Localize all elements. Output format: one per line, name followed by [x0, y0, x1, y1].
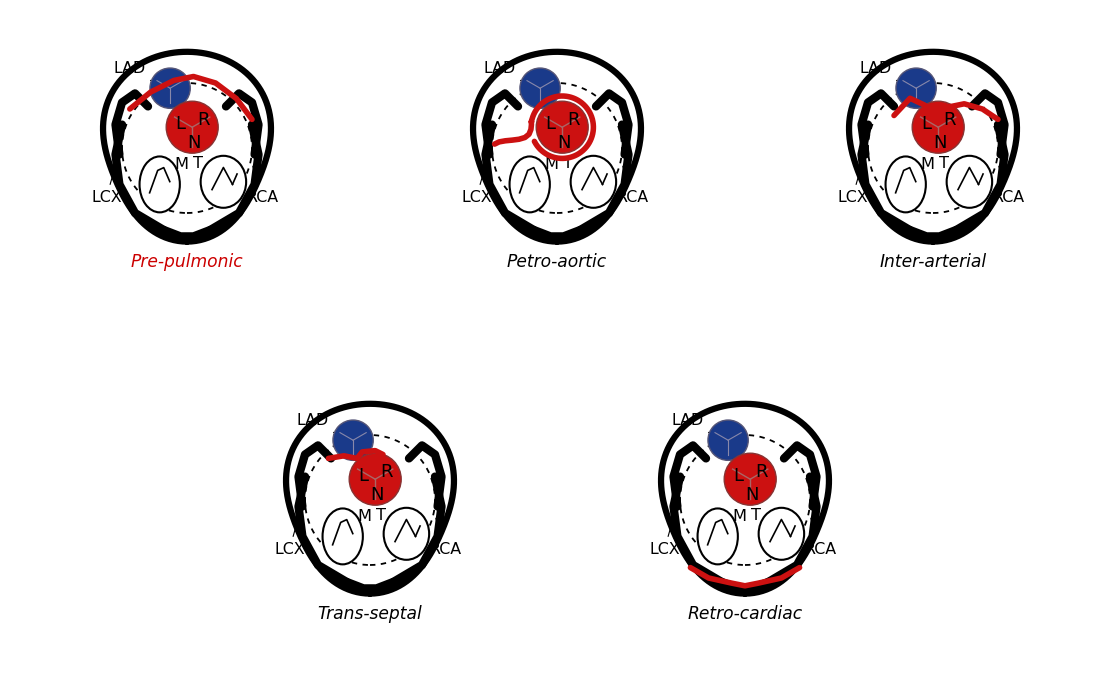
Polygon shape — [473, 52, 641, 242]
Text: N: N — [558, 134, 571, 152]
Text: T: T — [752, 508, 762, 523]
Text: R: R — [944, 111, 956, 129]
Text: R: R — [756, 463, 768, 481]
Text: T: T — [940, 156, 950, 171]
Text: M: M — [921, 158, 935, 172]
Ellipse shape — [698, 509, 738, 564]
Text: LAD: LAD — [297, 413, 334, 432]
Ellipse shape — [758, 508, 804, 560]
Ellipse shape — [510, 156, 550, 212]
Text: M: M — [175, 158, 189, 172]
Text: Retro-cardiac: Retro-cardiac — [688, 605, 803, 623]
Polygon shape — [286, 404, 454, 593]
Text: L: L — [734, 467, 744, 485]
Text: L: L — [358, 467, 368, 485]
Text: M: M — [544, 158, 559, 172]
Circle shape — [708, 420, 748, 460]
Text: LAD: LAD — [672, 413, 709, 432]
Text: N: N — [187, 134, 200, 152]
Text: RCA: RCA — [616, 167, 648, 205]
Text: LAD: LAD — [113, 61, 150, 81]
Text: M: M — [732, 509, 747, 525]
Polygon shape — [661, 404, 829, 593]
Circle shape — [166, 101, 218, 153]
Text: LCX: LCX — [837, 164, 868, 205]
Ellipse shape — [946, 155, 992, 208]
Text: L: L — [545, 115, 556, 133]
Circle shape — [725, 453, 776, 505]
Text: RCA: RCA — [992, 167, 1025, 205]
Text: LAD: LAD — [860, 61, 897, 81]
Polygon shape — [849, 52, 1017, 242]
Text: N: N — [746, 486, 759, 504]
Text: T: T — [563, 156, 573, 171]
Text: RCA: RCA — [804, 518, 837, 557]
Ellipse shape — [140, 156, 180, 212]
Text: R: R — [381, 463, 393, 481]
Text: Inter-arterial: Inter-arterial — [879, 253, 987, 271]
Text: R: R — [197, 111, 211, 129]
Circle shape — [349, 453, 401, 505]
Circle shape — [536, 101, 588, 153]
Text: T: T — [194, 156, 204, 171]
Text: M: M — [358, 509, 372, 525]
Text: LCX: LCX — [650, 516, 680, 557]
Circle shape — [333, 420, 373, 460]
Text: LAD: LAD — [484, 61, 521, 81]
Text: R: R — [568, 111, 580, 129]
Text: N: N — [371, 486, 384, 504]
Text: L: L — [922, 115, 932, 133]
Ellipse shape — [571, 155, 616, 208]
Text: Pre-pulmonic: Pre-pulmonic — [131, 253, 243, 271]
Text: LCX: LCX — [274, 516, 305, 557]
Ellipse shape — [200, 155, 246, 208]
Circle shape — [520, 68, 560, 108]
Text: RCA: RCA — [429, 518, 461, 557]
Text: LCX: LCX — [91, 164, 122, 205]
Text: RCA: RCA — [246, 167, 279, 205]
Text: Trans-septal: Trans-septal — [318, 605, 422, 623]
Ellipse shape — [886, 156, 926, 212]
Circle shape — [896, 68, 936, 108]
Circle shape — [912, 101, 964, 153]
Ellipse shape — [323, 509, 363, 564]
Circle shape — [150, 68, 190, 108]
Text: Petro-aortic: Petro-aortic — [507, 253, 607, 271]
Polygon shape — [103, 52, 271, 242]
Text: L: L — [176, 115, 186, 133]
Ellipse shape — [384, 508, 429, 560]
Text: N: N — [934, 134, 948, 152]
Text: T: T — [376, 508, 386, 523]
Text: LCX: LCX — [461, 164, 492, 205]
